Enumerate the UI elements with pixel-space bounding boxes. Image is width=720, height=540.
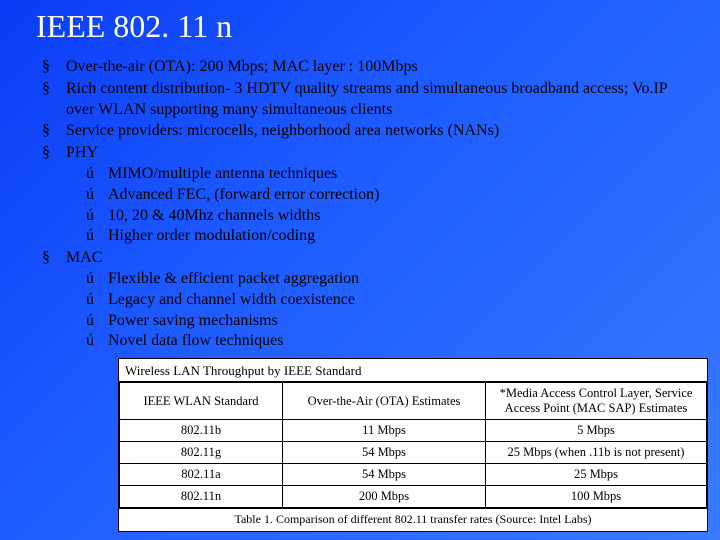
table-header: *Media Access Control Layer, Service Acc…	[486, 383, 707, 420]
sub-bullet-item: 10, 20 & 40Mhz channels widths	[86, 206, 690, 227]
bullet-list: Over-the-air (OTA): 200 Mbps; MAC layer …	[30, 57, 690, 352]
bullet-item: PHY MIMO/multiple antenna techniques Adv…	[42, 143, 690, 247]
table-row: 802.11g 54 Mbps 25 Mbps (when .11b is no…	[120, 442, 707, 464]
table-row: 802.11n 200 Mbps 100 Mbps	[120, 486, 707, 508]
table-header-row: IEEE WLAN Standard Over-the-Air (OTA) Es…	[120, 383, 707, 420]
sub-bullet-text: Advanced FEC, (forward error correction)	[108, 186, 379, 203]
table-cell: 54 Mbps	[283, 442, 486, 464]
table-cell: 5 Mbps	[486, 420, 707, 442]
sub-bullet-item: Flexible & efficient packet aggregation	[86, 269, 690, 290]
bullet-text: Service providers: microcells, neighborh…	[66, 122, 499, 139]
table-row: 802.11b 11 Mbps 5 Mbps	[120, 420, 707, 442]
sub-bullet-list: MIMO/multiple antenna techniques Advance…	[66, 164, 690, 247]
sub-bullet-item: MIMO/multiple antenna techniques	[86, 164, 690, 185]
sub-bullet-text: Power saving mechanisms	[108, 312, 278, 329]
sub-bullet-text: Novel data flow techniques	[108, 332, 284, 349]
table-cell: 802.11b	[120, 420, 283, 442]
table-caption: Table 1. Comparison of different 802.11 …	[119, 508, 707, 531]
bullet-text: PHY	[66, 144, 98, 161]
table-row: 802.11a 54 Mbps 25 Mbps	[120, 464, 707, 486]
sub-bullet-item: Novel data flow techniques	[86, 331, 690, 352]
slide-title: IEEE 802. 11 n	[36, 8, 690, 45]
sub-bullet-text: Legacy and channel width coexistence	[108, 291, 355, 308]
table-cell: 54 Mbps	[283, 464, 486, 486]
bullet-item: Rich content distribution- 3 HDTV qualit…	[42, 79, 690, 121]
table-cell: 11 Mbps	[283, 420, 486, 442]
table-cell: 802.11g	[120, 442, 283, 464]
table-cell: 802.11n	[120, 486, 283, 508]
bullet-text: Over-the-air (OTA): 200 Mbps; MAC layer …	[66, 58, 418, 75]
sub-bullet-item: Higher order modulation/coding	[86, 226, 690, 247]
table-cell: 100 Mbps	[486, 486, 707, 508]
sub-bullet-item: Legacy and channel width coexistence	[86, 290, 690, 311]
sub-bullet-item: Power saving mechanisms	[86, 311, 690, 332]
sub-bullet-text: 10, 20 & 40Mhz channels widths	[108, 207, 320, 224]
sub-bullet-text: MIMO/multiple antenna techniques	[108, 165, 337, 182]
table-cell: 802.11a	[120, 464, 283, 486]
bullet-item: Over-the-air (OTA): 200 Mbps; MAC layer …	[42, 57, 690, 78]
table-title: Wireless LAN Throughput by IEEE Standard	[119, 359, 707, 382]
sub-bullet-text: Higher order modulation/coding	[108, 227, 315, 244]
table-cell: 25 Mbps	[486, 464, 707, 486]
slide: IEEE 802. 11 n Over-the-air (OTA): 200 M…	[0, 0, 720, 540]
throughput-table: IEEE WLAN Standard Over-the-Air (OTA) Es…	[119, 382, 707, 508]
throughput-table-wrap: Wireless LAN Throughput by IEEE Standard…	[118, 358, 708, 532]
sub-bullet-list: Flexible & efficient packet aggregation …	[66, 269, 690, 352]
bullet-item: MAC Flexible & efficient packet aggregat…	[42, 248, 690, 352]
table-cell: 25 Mbps (when .11b is not present)	[486, 442, 707, 464]
bullet-item: Service providers: microcells, neighborh…	[42, 121, 690, 142]
table-cell: 200 Mbps	[283, 486, 486, 508]
sub-bullet-text: Flexible & efficient packet aggregation	[108, 270, 359, 287]
table-header: Over-the-Air (OTA) Estimates	[283, 383, 486, 420]
bullet-text: Rich content distribution- 3 HDTV qualit…	[66, 80, 667, 118]
sub-bullet-item: Advanced FEC, (forward error correction)	[86, 185, 690, 206]
bullet-text: MAC	[66, 249, 102, 266]
table-header: IEEE WLAN Standard	[120, 383, 283, 420]
